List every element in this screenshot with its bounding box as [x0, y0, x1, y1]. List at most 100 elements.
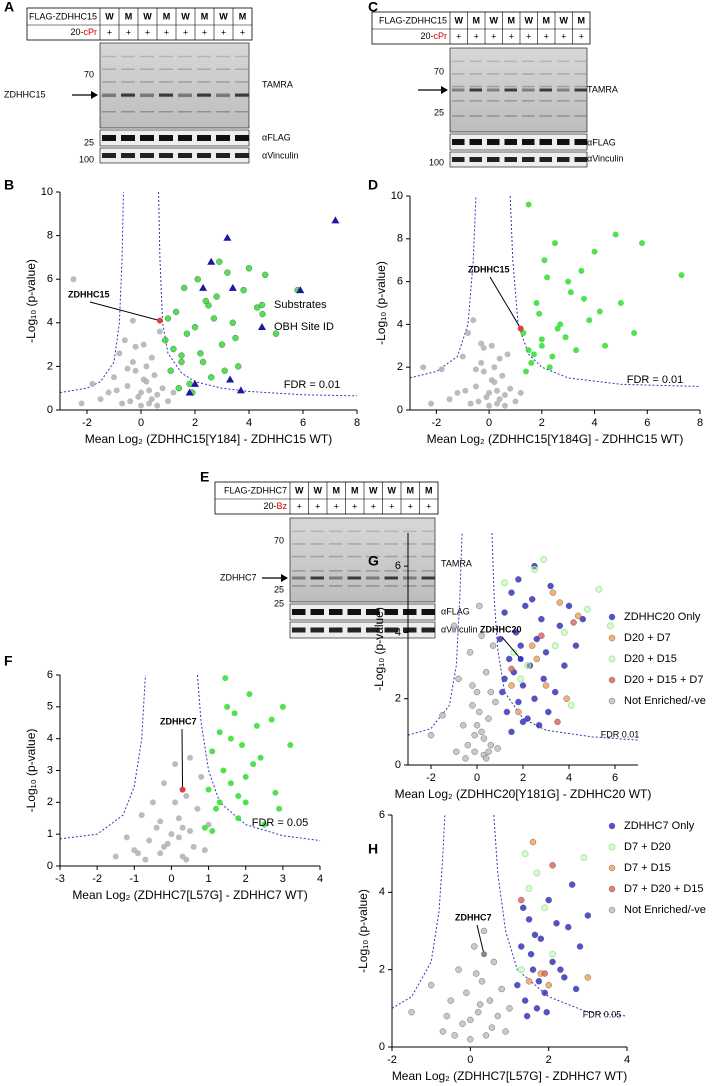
- legend-marker: [608, 676, 616, 684]
- y-tick-label: 4: [379, 886, 385, 898]
- gel-band: [292, 543, 306, 545]
- data-point: [565, 278, 572, 285]
- gel-band: [539, 73, 552, 75]
- data-point: [480, 368, 487, 375]
- gel-band: [140, 55, 154, 58]
- data-point: [521, 997, 529, 1004]
- annotation-leader: [476, 924, 485, 955]
- lane-treatment: +: [352, 501, 357, 511]
- y-tick-label: 6: [397, 276, 403, 288]
- data-point: [549, 862, 556, 869]
- gel-band: [121, 55, 135, 58]
- data-point: [148, 354, 155, 361]
- lane-label: W: [369, 485, 378, 495]
- gel-band: [403, 555, 417, 558]
- data-point: [556, 599, 563, 606]
- x-tick-label: 4: [317, 873, 323, 885]
- gel-band: [102, 111, 116, 113]
- x-tick-label: 2: [243, 873, 249, 885]
- flag-band: [403, 609, 417, 615]
- arrow-head: [91, 91, 98, 99]
- gel-band: [504, 73, 517, 75]
- gel-band: [539, 88, 552, 92]
- y-tick-label: 0: [395, 759, 401, 771]
- data-point: [549, 950, 557, 958]
- lane-label: M: [201, 11, 209, 21]
- legend-label: ZDHHC7 Only: [624, 820, 695, 832]
- data-point: [483, 394, 490, 401]
- data-point: [156, 328, 163, 335]
- gel-band: [216, 81, 230, 83]
- flag-band: [197, 135, 211, 141]
- data-point: [183, 792, 190, 799]
- gel-band: [159, 81, 173, 83]
- data-point: [557, 966, 564, 973]
- gel-band: [487, 88, 500, 92]
- data-point: [148, 396, 155, 403]
- data-point: [512, 398, 519, 405]
- lane-treatment: +: [315, 501, 320, 511]
- legend-label: Not Enriched/-ve: [624, 695, 706, 707]
- lane-label: W: [181, 11, 190, 21]
- x-tick-label: 8: [354, 417, 360, 429]
- gel-band: [384, 585, 398, 587]
- data-point: [138, 812, 145, 819]
- data-point: [462, 387, 469, 394]
- y-tick-label: 5: [47, 701, 53, 713]
- data-point: [455, 966, 462, 973]
- data-point: [478, 728, 485, 736]
- data-point: [146, 400, 153, 407]
- data-point: [140, 341, 147, 348]
- data-point: [530, 351, 537, 358]
- data-point: [105, 389, 112, 396]
- data-point: [159, 385, 166, 392]
- gel-band: [557, 115, 570, 117]
- data-point: [518, 943, 525, 950]
- gel-band: [366, 576, 380, 580]
- data-point: [562, 334, 569, 341]
- data-point: [478, 978, 486, 985]
- gel-band: [235, 111, 249, 113]
- data-point: [261, 821, 268, 828]
- data-point: [483, 755, 490, 762]
- y-tick-label: 2: [397, 361, 403, 373]
- data-point: [498, 985, 505, 993]
- data-point: [157, 850, 164, 857]
- data-point: [170, 345, 177, 353]
- vinculin-band: [574, 157, 587, 162]
- x-tick-label: 6: [300, 417, 306, 429]
- data-point: [557, 321, 564, 328]
- data-point: [549, 958, 556, 966]
- mw-marker: 70: [274, 535, 284, 545]
- data-point: [541, 989, 548, 997]
- gel-band: [329, 585, 343, 587]
- panel-label: A: [4, 0, 14, 15]
- gel-band: [140, 111, 154, 113]
- data-point: [242, 773, 249, 780]
- blot-label: αFLAG: [262, 132, 291, 142]
- y-axis-label: -Log₁₀ (p-value): [24, 259, 38, 343]
- gel-band: [121, 68, 135, 70]
- gel-band: [121, 111, 135, 113]
- gel-band: [469, 60, 482, 63]
- lane-treatment: +: [491, 31, 496, 41]
- data-point: [236, 386, 245, 394]
- fdr-curve: [407, 532, 463, 736]
- data-point: [239, 742, 245, 749]
- data-point: [223, 233, 232, 241]
- data-point: [507, 385, 514, 392]
- data-point: [262, 271, 269, 279]
- data-point: [475, 398, 482, 405]
- data-point: [198, 773, 205, 780]
- blot-label: TAMRA: [262, 79, 293, 89]
- flag-band: [504, 139, 517, 145]
- data-point: [112, 853, 119, 860]
- data-point: [476, 708, 483, 716]
- data-point: [520, 329, 527, 336]
- fdr-label: FDR 0.05: [583, 1009, 622, 1019]
- data-point: [194, 805, 201, 812]
- data-point: [240, 286, 247, 294]
- data-point: [501, 402, 508, 409]
- gel-band: [329, 576, 343, 580]
- data-point: [508, 728, 515, 736]
